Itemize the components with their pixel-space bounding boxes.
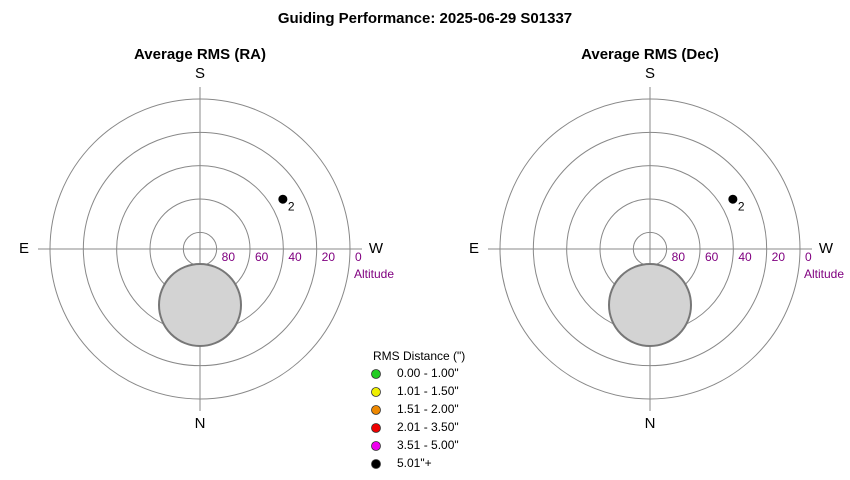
altitude-tick-label: 40: [738, 250, 752, 264]
page-title: Guiding Performance: 2025-06-29 S01337: [278, 10, 572, 27]
legend-swatch: [371, 405, 381, 415]
compass-label: E: [19, 240, 29, 257]
legend-label: 3.51 - 5.00": [397, 438, 459, 452]
compass-label: N: [645, 415, 656, 432]
compass-label: N: [195, 415, 206, 432]
altitude-ring: [532, 131, 768, 367]
obstruction: [158, 263, 242, 347]
legend-label: 1.51 - 2.00": [397, 402, 459, 416]
legend-title: RMS Distance ("): [373, 349, 465, 363]
altitude-tick-label: 80: [672, 250, 686, 264]
altitude-tick-label: 80: [222, 250, 236, 264]
point-label: 2: [288, 199, 295, 213]
altitude-label: Altitude: [804, 267, 844, 281]
legend-swatch: [371, 441, 381, 451]
obstruction: [608, 263, 692, 347]
chart-title: Average RMS (RA): [134, 46, 266, 63]
legend-swatch: [371, 423, 381, 433]
guide-point: [278, 194, 288, 204]
altitude-label: Altitude: [354, 267, 394, 281]
altitude-ring: [82, 131, 318, 367]
compass-label: S: [195, 65, 205, 82]
altitude-tick-label: 20: [772, 250, 786, 264]
compass-label: S: [645, 65, 655, 82]
point-label: 2: [738, 199, 745, 213]
altitude-tick-label: 60: [705, 250, 719, 264]
compass-label: W: [369, 240, 384, 257]
chart-title: Average RMS (Dec): [581, 46, 719, 63]
altitude-tick-label: 60: [255, 250, 269, 264]
compass-label: E: [469, 240, 479, 257]
legend-swatch: [371, 387, 381, 397]
guide-point: [728, 194, 738, 204]
legend-label: 2.01 - 3.50": [397, 420, 459, 434]
compass-label: W: [819, 240, 834, 257]
legend-label: 1.01 - 1.50": [397, 384, 459, 398]
altitude-ring: [499, 98, 801, 400]
altitude-tick-label: 0: [355, 250, 362, 264]
altitude-tick-label: 40: [288, 250, 302, 264]
legend-swatch: [371, 369, 381, 379]
altitude-ring: [49, 98, 351, 400]
legend-label: 0.00 - 1.00": [397, 366, 459, 380]
legend-label: 5.01"+: [397, 456, 432, 470]
legend-swatch: [371, 459, 381, 469]
altitude-tick-label: 0: [805, 250, 812, 264]
altitude-tick-label: 20: [322, 250, 336, 264]
